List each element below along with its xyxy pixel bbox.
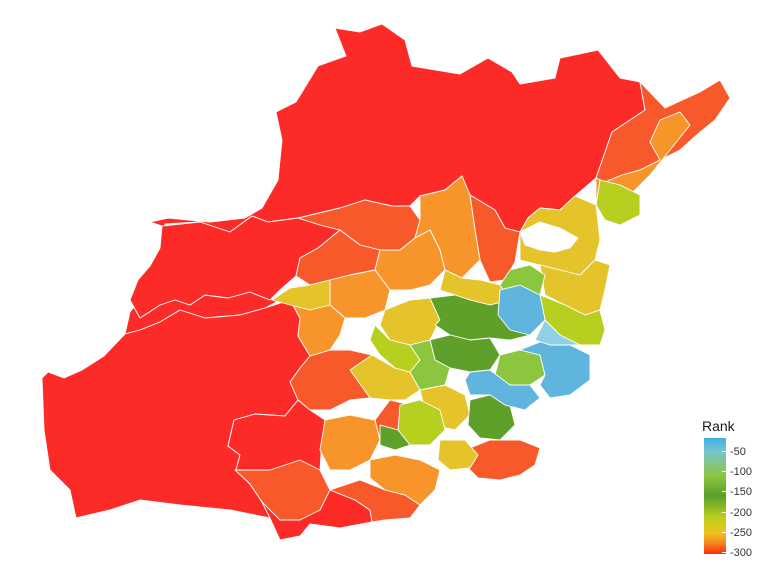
legend-tick-mark [722,532,726,533]
region-west-hills [129,215,341,319]
region-yellow-green-3 [595,179,641,226]
region-light-green-2 [409,339,451,391]
legend-tick-mark [722,471,726,472]
region-gold-1 [271,279,331,311]
region-south-orange-2 [329,479,421,523]
region-south-orange-1 [234,459,331,521]
region-green-4 [379,424,411,451]
region-blue-3 [464,369,541,411]
region-south-orange-4 [369,454,441,506]
legend-tick-label: -250 [730,527,753,539]
legend-tick-label: -200 [730,507,753,519]
legend-title: Rank [702,418,735,434]
harbour-water-south [527,399,566,426]
legend: Rank -50 -100 -150 -200 -250 -300 [700,418,766,568]
legend-tick-mark [722,451,726,452]
legend-tick-label: -50 [730,446,746,458]
legend-color-bar [704,438,726,554]
legend-tick-mark [722,552,726,553]
region-gold-7 [437,439,479,471]
legend-tick-label: -100 [730,466,753,478]
region-gold-3 [539,259,611,316]
region-blue-1 [497,284,546,336]
region-south-coast [464,439,541,481]
harbour-water-north [519,221,579,253]
legend-tick-mark [722,491,726,492]
legend-tick-label: -300 [730,547,753,559]
legend-tick-label: -150 [730,486,753,498]
region-blue-4 [534,319,581,346]
legend-tick-mark [722,512,726,513]
region-gold-4 [379,297,441,346]
